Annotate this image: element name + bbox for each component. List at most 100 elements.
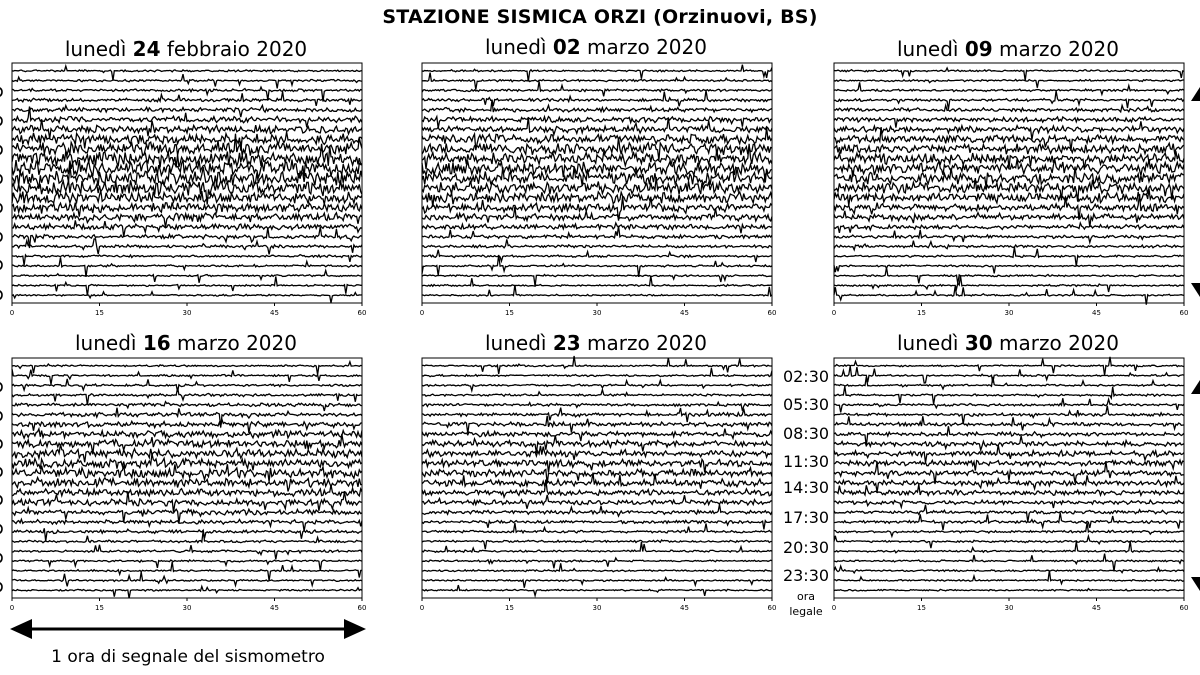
seismic-trace xyxy=(421,239,773,249)
seismic-trace xyxy=(833,365,1185,384)
cropped-tick-fragment xyxy=(0,231,7,245)
panel-title-3: lunedì 09 marzo 2020 xyxy=(828,37,1188,61)
seismic-trace xyxy=(421,275,773,288)
seismic-trace xyxy=(833,484,1185,498)
seismic-trace xyxy=(833,396,1185,413)
x-tick-label: 30 xyxy=(1005,604,1014,612)
seismic-trace xyxy=(833,264,1185,274)
hour-label: 05:30 xyxy=(782,395,830,414)
seismic-trace xyxy=(421,137,773,161)
cropped-tick-fragment xyxy=(0,552,7,566)
seismic-trace xyxy=(11,571,363,588)
seismic-trace xyxy=(833,587,1185,592)
seismic-trace xyxy=(421,166,773,187)
seismic-trace xyxy=(421,189,773,207)
hour-label: 08:30 xyxy=(782,424,830,443)
seismic-trace xyxy=(421,225,773,240)
seismic-trace xyxy=(421,254,773,277)
seismic-trace xyxy=(421,177,773,196)
plot-frame xyxy=(833,62,1185,304)
panel-title-4: lunedì 16 marzo 2020 xyxy=(6,331,366,355)
main-title: STAZIONE SISMICA ORZI (Orzinuovi, BS) xyxy=(382,6,818,28)
panel-month: febbraio 2020 xyxy=(166,37,308,61)
seismic-trace xyxy=(421,116,773,137)
seismic-trace xyxy=(421,407,772,423)
x-tick-label: 30 xyxy=(183,604,192,612)
seismic-trace xyxy=(833,102,1185,114)
panel-month: marzo 2020 xyxy=(587,35,707,59)
seismic-trace xyxy=(834,570,1185,586)
down-arrow-icon xyxy=(1190,576,1200,592)
seismic-trace xyxy=(421,576,773,588)
x-tick-label: 45 xyxy=(1092,604,1101,612)
seismic-trace xyxy=(833,267,1185,284)
panel-date: 23 xyxy=(552,331,581,355)
x-tick-label: 0 xyxy=(832,604,836,612)
seismic-trace xyxy=(11,505,363,524)
seismic-trace xyxy=(833,78,1184,88)
seismic-trace xyxy=(421,504,773,518)
seismic-trace xyxy=(833,275,1185,293)
seismic-trace xyxy=(833,461,1184,485)
seismic-trace xyxy=(421,159,773,183)
seismic-trace xyxy=(833,220,1185,234)
seismic-trace xyxy=(421,435,773,454)
x-tick-label: 45 xyxy=(680,309,689,317)
axis-caption: 1 ora di segnale del sismometro xyxy=(51,647,325,667)
panel-day: lunedì xyxy=(897,331,959,355)
seismic-trace xyxy=(421,445,773,460)
seismic-trace xyxy=(11,190,363,206)
seismic-trace xyxy=(11,561,363,581)
panel-date: 09 xyxy=(964,37,993,61)
seismic-trace xyxy=(421,143,773,170)
seismic-trace xyxy=(833,90,1185,110)
seismic-trace xyxy=(11,368,363,385)
x-tick-label: 30 xyxy=(183,309,192,317)
panel-month: marzo 2020 xyxy=(587,331,707,355)
panel-day: lunedì xyxy=(64,37,127,61)
seismic-trace xyxy=(421,206,773,223)
seismic-trace xyxy=(11,106,363,128)
x-tick-label: 60 xyxy=(1180,309,1189,317)
seismic-trace xyxy=(833,210,1185,228)
x-tick-label: 15 xyxy=(505,309,514,317)
seismic-trace xyxy=(421,457,773,473)
seismic-trace xyxy=(11,484,363,499)
seismic-trace xyxy=(11,226,363,249)
hour-label: 14:30 xyxy=(782,478,830,497)
x-tick-label: 60 xyxy=(358,309,367,317)
seismic-trace xyxy=(833,416,1185,432)
seismic-trace xyxy=(421,472,773,489)
panel-month: marzo 2020 xyxy=(999,331,1119,355)
seismic-trace xyxy=(11,387,363,406)
seismic-trace xyxy=(833,193,1185,220)
seismic-trace xyxy=(11,528,363,542)
cropped-tick-fragment xyxy=(0,581,7,595)
seismic-trace xyxy=(11,378,363,393)
x-tick-label: 30 xyxy=(593,309,602,317)
seismic-trace xyxy=(11,530,363,544)
seismic-trace xyxy=(833,246,1185,267)
seismic-trace xyxy=(422,355,772,375)
hour-note-legale: legale xyxy=(789,605,823,618)
seismogram-panel-2: 0 15 30 45 60 xyxy=(420,62,777,317)
down-arrow-icon xyxy=(1190,282,1200,298)
cropped-tick-fragment xyxy=(0,86,7,100)
up-arrow-icon xyxy=(1190,86,1200,102)
seismic-trace xyxy=(833,286,1185,305)
x-tick-label: 45 xyxy=(270,604,279,612)
seismic-trace xyxy=(833,82,1185,97)
x-tick-label: 60 xyxy=(768,309,777,317)
x-tick-label: 45 xyxy=(1092,309,1101,317)
seismic-trace xyxy=(11,238,363,255)
seismic-trace xyxy=(833,239,1185,252)
cropped-tick-fragment xyxy=(0,381,7,395)
seismic-trace xyxy=(833,533,1185,549)
seismic-trace xyxy=(11,584,363,599)
seismic-trace xyxy=(833,141,1185,156)
seismic-trace xyxy=(11,253,363,266)
seismic-trace xyxy=(11,119,363,139)
panel-title-6: lunedì 30 marzo 2020 xyxy=(828,331,1188,355)
seismic-trace xyxy=(11,133,363,157)
seismic-trace xyxy=(421,196,773,221)
